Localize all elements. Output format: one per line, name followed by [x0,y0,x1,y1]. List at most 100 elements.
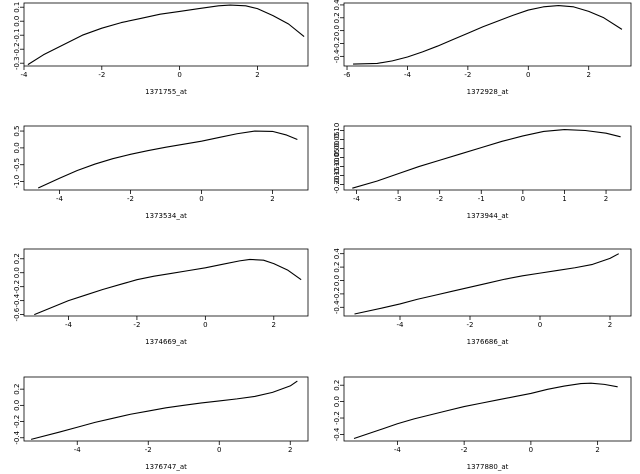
y-tick-label: -0.3 [13,56,21,70]
x-tick-label: 0 [538,321,542,329]
chart-panel-6: -4 -2 0 2 -0.4-0.20.0 0.2 0.4 1376686_at [333,248,632,346]
x-tick-label: -4 [74,446,82,454]
x-axis-label: 1377880_at [467,463,509,471]
x-tick-label: -4 [394,446,402,454]
y-tick-label: 0.4 [333,248,341,260]
y-tick-label: -0.4 [333,49,341,63]
x-axis-label: 1376747_at [145,463,187,471]
x-axis-label: 1371755_at [145,88,187,96]
x-tick-label: 2 [608,321,612,329]
x-tick-label: -2 [436,195,443,203]
x-tick-label: 0 [199,195,203,203]
chart-panel-8: -4 -2 0 2 -0.4 -0.2 0.0 0.2 1377880_at [333,376,632,471]
y-tick-label: 0.1 [13,2,21,13]
x-tick-label: -4 [353,195,361,203]
x-tick-label: 2 [586,71,590,79]
series-line [37,130,298,189]
plot-frame [343,2,632,67]
x-tick-label: 0 [217,446,221,454]
x-axis-label: 1373534_at [145,212,187,220]
x-tick-label: 2 [255,71,259,79]
y-tick-label: 0.5 [13,125,21,136]
chart-panel-4: -4 -3 -2 -1 0 1 2 -0.20-0.15-0.10-0.050.000.050… [333,123,632,220]
x-tick-label: -3 [395,195,402,203]
y-tick-label: -0.1 [13,28,21,42]
series-line [27,4,305,66]
plot-frame [23,2,309,67]
series-line [353,382,618,440]
plot-frame [343,376,632,442]
chart-panel-5: -4 -2 0 2 -0.6-0.4-0.2 0.0 0.2 1374669_at [13,248,309,346]
x-tick-label: -1 [478,195,485,203]
x-tick-label: 0 [529,446,533,454]
x-tick-label: 1 [562,195,566,203]
y-tick-label: -0.4 [13,430,21,444]
series-line [34,258,302,316]
y-tick-label: 0.0 [333,396,341,407]
y-tick-label: -0.2 [333,287,341,301]
y-tick-label: 0.2 [13,384,21,395]
y-tick-label: -1.0 [13,175,21,189]
x-tick-label: -4 [404,71,412,79]
x-tick-label: 2 [270,195,274,203]
chart-panel-1: -4 -2 0 2 -0.3-0.2-0.10.0 0.1 1371755_at [13,2,309,96]
x-tick-label: 2 [288,446,292,454]
y-tick-label: 0.10 [333,123,341,139]
x-tick-label: -2 [461,446,468,454]
x-tick-label: -2 [98,71,105,79]
x-tick-label: -2 [467,321,474,329]
y-tick-label: 0.0 [333,25,341,36]
y-tick-label: 0.0 [13,16,21,27]
chart-panel-2: -6 -4 -2 0 2 -0.4-0.20.0 0.20.4 1372928_at [333,0,632,96]
y-tick-label: -0.10 [333,157,341,175]
y-tick-label: -0.2 [13,280,21,294]
y-tick-label: 0.2 [333,12,341,23]
x-tick-label: 0 [203,321,207,329]
y-tick-label: 0.0 [13,142,21,153]
x-tick-label: -4 [56,195,64,203]
y-tick-label: -0.20 [333,176,341,194]
y-tick-label: 0.05 [333,132,341,148]
x-tick-label: 2 [595,446,599,454]
x-tick-label: -2 [464,71,471,79]
y-tick-label: -0.15 [333,167,341,185]
plot-frame [23,248,309,317]
y-tick-label: 0.00 [333,141,341,157]
y-tick-label: 0.0 [13,267,21,278]
y-tick-label: 0.2 [333,380,341,391]
y-tick-label: -0.05 [333,148,341,166]
x-tick-label: -2 [127,195,134,203]
y-tick-label: -0.2 [333,37,341,51]
series-line [352,129,621,189]
y-tick-label: -0.2 [13,42,21,56]
x-tick-label: -4 [65,321,73,329]
y-tick-label: 0.2 [13,253,21,264]
x-tick-label: 0 [177,71,181,79]
series-line [353,5,623,65]
plot-frame [343,125,632,191]
x-tick-label: -6 [344,71,352,79]
y-tick-label: -0.4 [13,293,21,307]
x-tick-label: 2 [272,321,276,329]
y-tick-label: 0.0 [333,275,341,286]
x-axis-label: 1373944_at [467,212,509,220]
plot-frame [343,248,632,317]
x-axis-label: 1372928_at [467,88,509,96]
x-tick-label: -4 [21,71,29,79]
x-tick-label: 0 [526,71,530,79]
y-tick-label: -0.2 [333,411,341,425]
x-axis-label: 1376686_at [467,338,509,346]
y-tick-label: -0.2 [13,415,21,429]
x-tick-label: -4 [397,321,405,329]
y-tick-label: 0.0 [13,400,21,411]
series-line [354,253,620,315]
y-tick-label: 0.2 [333,262,341,273]
plot-frame [23,125,309,191]
x-axis-label: 1374669_at [145,338,187,346]
plot-frame [23,376,309,442]
x-tick-label: -2 [145,446,152,454]
y-tick-label: -0.6 [13,307,21,321]
series-line [30,380,298,440]
chart-panel-7: -4 -2 0 2 -0.4-0.2 0.0 0.2 1376747_at [13,376,309,471]
